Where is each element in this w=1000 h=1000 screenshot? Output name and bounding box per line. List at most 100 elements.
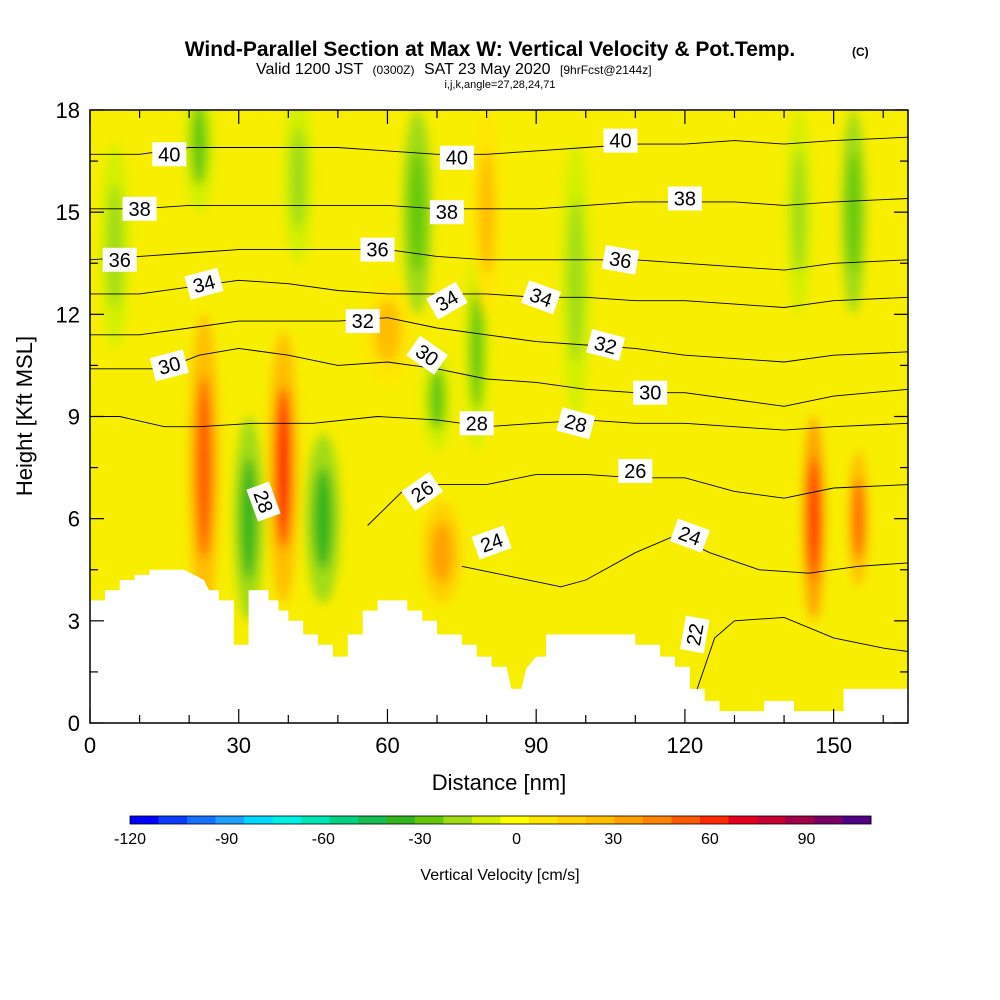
w-cell-core-13 bbox=[792, 150, 806, 274]
colorbar-tick-label: -90 bbox=[215, 831, 238, 848]
theta-contour-34 bbox=[90, 279, 908, 308]
contour-label-box bbox=[633, 380, 668, 405]
contour-label-text: 38 bbox=[128, 199, 150, 221]
w-cell-core-14 bbox=[567, 198, 585, 363]
contour-label-box bbox=[401, 471, 444, 511]
colorbar-tick-label: -120 bbox=[114, 831, 146, 848]
contour-label: 24 bbox=[669, 518, 710, 553]
contour-label-box bbox=[246, 481, 281, 522]
colorbar-swatch bbox=[757, 816, 786, 824]
y-axis-label: Height [Kft MSL] bbox=[12, 336, 37, 496]
y-tick-label: 9 bbox=[68, 405, 80, 430]
w-cell-core-8 bbox=[469, 287, 484, 410]
contour-label-box bbox=[429, 200, 464, 225]
contour-label-box bbox=[360, 237, 395, 262]
contour-label-box bbox=[406, 335, 448, 375]
contour-label: 26 bbox=[618, 459, 653, 483]
theta-contour-32 bbox=[90, 317, 908, 363]
colorbar-swatch bbox=[586, 816, 615, 824]
x-tick-label: 60 bbox=[375, 733, 399, 758]
w-cell-core-9 bbox=[106, 184, 123, 308]
y-tick-label: 12 bbox=[56, 302, 80, 327]
w-cell-core-5 bbox=[290, 127, 307, 230]
theta-contour-38 bbox=[90, 198, 908, 210]
chart-title: Wind-Parallel Section at Max W: Vertical… bbox=[185, 38, 796, 61]
colorbar-swatch bbox=[301, 816, 330, 824]
contour-label-box bbox=[152, 142, 187, 167]
y-tick-label: 18 bbox=[56, 98, 80, 123]
colorbar-tick-label: 90 bbox=[798, 831, 816, 848]
x-tick-label: 0 bbox=[84, 733, 96, 758]
contour-label-box bbox=[586, 329, 626, 361]
contour-label-box bbox=[603, 128, 638, 153]
colorbar-tick-label: 60 bbox=[701, 831, 719, 848]
colorbar-swatch bbox=[785, 816, 815, 824]
contour-label-box bbox=[439, 145, 474, 170]
w-cell-core-10 bbox=[807, 457, 820, 580]
colorbar-swatch bbox=[529, 816, 558, 824]
theta-contour-22 bbox=[694, 616, 908, 696]
w-cell-core-3 bbox=[313, 467, 333, 570]
contour-label-box bbox=[459, 411, 494, 436]
vertical-velocity-field bbox=[99, 110, 869, 621]
x-axis-label: Distance [nm] bbox=[432, 770, 567, 795]
colorbar-swatch bbox=[244, 816, 273, 824]
contour-label-box bbox=[556, 407, 596, 440]
contour-label: 28 bbox=[459, 411, 494, 436]
colorbar-swatch bbox=[158, 816, 188, 824]
x-tick-label: 30 bbox=[226, 733, 250, 758]
contour-label: 36 bbox=[102, 247, 137, 272]
x-axis: 0 30 60 90 120 150 bbox=[84, 110, 884, 758]
colorbar-swatch bbox=[500, 816, 530, 824]
colorbar-swatch bbox=[415, 816, 444, 824]
y-tick-label: 3 bbox=[68, 609, 80, 634]
contour-label-text: 38 bbox=[674, 189, 696, 211]
w-cell-core-12 bbox=[846, 150, 861, 274]
contour-label-box bbox=[680, 615, 710, 654]
contour-label-text: 40 bbox=[158, 144, 180, 166]
theta-contour-36 bbox=[90, 249, 908, 271]
colorbar-swatch bbox=[130, 816, 159, 824]
contour-label: 36 bbox=[601, 245, 640, 275]
colorbar-swatch bbox=[700, 816, 729, 824]
colorbar-swatch bbox=[643, 816, 672, 824]
x-tick-label: 150 bbox=[815, 733, 852, 758]
colorbar-tick-label: 30 bbox=[604, 831, 622, 848]
colorbar-swatch bbox=[329, 816, 359, 824]
contour-label-text: 36 bbox=[366, 240, 388, 262]
x-tick-label: 90 bbox=[524, 733, 548, 758]
w-cell-core-2 bbox=[240, 457, 257, 580]
contour-label-text: 36 bbox=[607, 248, 633, 274]
contour-label-box bbox=[345, 309, 380, 334]
contour-label-box bbox=[618, 459, 653, 483]
contour-label-text: 32 bbox=[352, 311, 374, 333]
chart-subtitle-date: SAT 23 May 2020 bbox=[424, 61, 551, 78]
contour-label-box bbox=[102, 247, 137, 272]
contour-label: 40 bbox=[439, 145, 474, 170]
contour-label: 38 bbox=[122, 196, 157, 221]
contour-label: 32 bbox=[345, 309, 380, 334]
theta-contour-30 bbox=[90, 347, 908, 407]
contour-label: 32 bbox=[586, 329, 626, 361]
colorbar-tick-label: -30 bbox=[408, 831, 431, 848]
colorbar-swatch bbox=[472, 816, 501, 824]
colorbar-tick-label: 0 bbox=[512, 831, 521, 848]
colorbar-swatch bbox=[386, 816, 416, 824]
contour-label: 40 bbox=[603, 128, 638, 153]
contour-label-box bbox=[669, 518, 710, 553]
chart-subtitle-main: Valid 1200 JST bbox=[256, 61, 364, 78]
colorbar-swatch bbox=[557, 816, 587, 824]
contour-label-box bbox=[667, 186, 702, 211]
contour-label-box bbox=[471, 525, 512, 560]
contour-label-text: 30 bbox=[639, 383, 661, 405]
y-tick-label: 0 bbox=[68, 711, 80, 736]
chart-title-mark: (C) bbox=[852, 45, 869, 59]
x-tick-label: 120 bbox=[667, 733, 704, 758]
contour-label: 30 bbox=[633, 380, 668, 405]
colorbar-swatch bbox=[842, 816, 872, 824]
theta-contour-40 bbox=[90, 136, 908, 155]
contour-label: 24 bbox=[471, 525, 512, 560]
